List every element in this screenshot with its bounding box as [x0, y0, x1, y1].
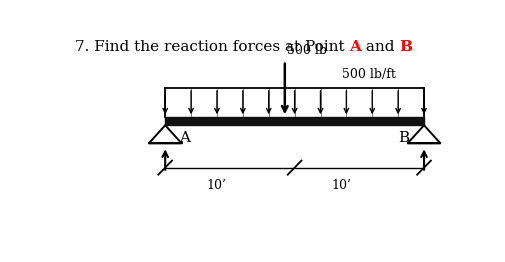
Text: A: A — [179, 131, 189, 145]
Text: B: B — [398, 131, 409, 145]
Text: and: and — [361, 40, 399, 53]
Text: A: A — [349, 40, 361, 53]
Text: 500 lb: 500 lb — [286, 44, 326, 57]
Text: 7. Find the reaction forces at Point: 7. Find the reaction forces at Point — [75, 40, 349, 53]
Text: 10’: 10’ — [331, 179, 351, 192]
Text: 10’: 10’ — [206, 179, 226, 192]
Text: 500 lb/ft: 500 lb/ft — [341, 68, 395, 81]
Text: B: B — [399, 40, 412, 53]
Bar — [165, 117, 423, 125]
